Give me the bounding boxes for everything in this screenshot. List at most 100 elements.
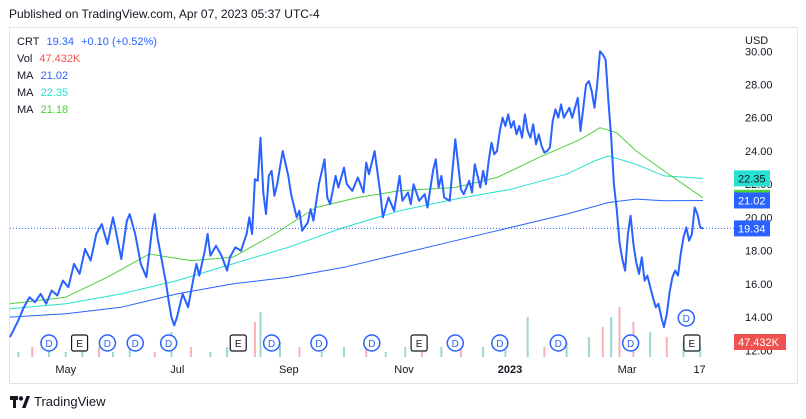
dividend-marker-label: D <box>165 339 172 350</box>
dividend-marker <box>40 334 58 352</box>
symbol-label[interactable]: CRT <box>17 36 40 48</box>
dividend-marker-label: D <box>683 314 690 325</box>
last-price: 19.34 <box>46 36 75 48</box>
axis-value-label: 21.02 <box>738 195 766 207</box>
axis-value-box <box>734 192 770 209</box>
volume-value-label: 47.432K <box>738 337 780 349</box>
dividend-marker-label: D <box>104 339 111 350</box>
dividend-marker <box>262 334 281 352</box>
earnings-marker <box>229 334 247 352</box>
earnings-marker <box>683 334 701 352</box>
volume-bar <box>47 347 50 357</box>
volume-bar <box>649 332 652 357</box>
volume-bar <box>440 347 443 357</box>
volume-bar <box>365 347 368 357</box>
axis-value-box <box>734 220 770 237</box>
y-tick-label: 28.00 <box>745 79 773 91</box>
dividend-marker <box>98 334 117 352</box>
volume-bar <box>111 352 114 357</box>
volume-bar <box>384 352 387 357</box>
legend-ma-row: MA 21.18 <box>17 102 161 119</box>
volume-bar <box>404 347 407 357</box>
axis-value-label: 19.34 <box>738 223 766 235</box>
volume-bar <box>31 347 34 357</box>
dividend-marker <box>446 334 465 352</box>
volume-bar <box>320 352 323 357</box>
volume-bar <box>601 327 604 357</box>
y-tick-label: 16.00 <box>745 279 773 291</box>
volume-bar <box>565 342 568 357</box>
dividend-marker-label: D <box>452 339 459 350</box>
volume-bar <box>543 347 546 357</box>
earnings-marker-label: E <box>416 339 423 350</box>
y-tick-label: 26.00 <box>745 113 773 125</box>
volume-bar <box>298 347 301 357</box>
legend-volume-row: Vol 47.432K <box>17 51 161 68</box>
x-tick-label: 17 <box>693 364 705 376</box>
price-change: +0.10 (+0.52%) <box>81 36 157 48</box>
dividend-marker-label: D <box>496 339 503 350</box>
volume-value: 47.432K <box>39 53 81 65</box>
volume-bar <box>253 322 256 357</box>
dividend-marker <box>363 334 381 352</box>
volume-bar <box>342 347 345 357</box>
dividend-marker <box>126 334 144 352</box>
earnings-marker <box>410 334 428 352</box>
legend-symbol-row: CRT 19.34 +0.10 (+0.52%) <box>17 34 161 51</box>
dividend-marker-label: D <box>268 339 275 350</box>
series-line-ma_long <box>9 198 704 318</box>
axis-value-label: 22.35 <box>738 173 766 185</box>
dividend-marker <box>310 334 328 352</box>
dividend-marker-label: D <box>315 339 322 350</box>
x-tick-label: May <box>55 364 76 376</box>
volume-bar <box>259 312 262 357</box>
y-tick-label: 30.00 <box>745 46 773 58</box>
volume-bar <box>226 347 229 357</box>
x-tick-label: 2023 <box>498 364 522 376</box>
ma-label: MA <box>17 70 34 82</box>
volume-bar <box>98 347 101 357</box>
earnings-marker <box>70 334 89 352</box>
chart-frame <box>9 27 798 384</box>
dividend-marker <box>621 334 640 352</box>
volume-bar <box>153 352 156 357</box>
legend-ma-row: MA 21.02 <box>17 68 161 85</box>
volume-bar <box>587 337 590 357</box>
y-tick-label: 24.00 <box>745 146 773 158</box>
volume-bar <box>278 342 281 357</box>
volume-bar <box>610 317 613 357</box>
footer-brand: TradingView <box>10 394 106 409</box>
volume-value-box <box>734 334 786 350</box>
volume-bar <box>526 317 529 357</box>
ma-value: 21.18 <box>40 104 69 116</box>
dividend-marker-label: D <box>368 339 375 350</box>
y-tick-label: 18.00 <box>745 246 773 258</box>
dividend-marker-label: D <box>627 339 634 350</box>
volume-bar <box>17 352 20 357</box>
series-line-price <box>9 50 704 338</box>
volume-bar <box>665 337 668 357</box>
x-tick-label: Jul <box>170 364 184 376</box>
x-tick-label: Mar <box>618 364 637 376</box>
legend-ma-row: MA 22.35 <box>17 85 161 102</box>
x-tick-label: Nov <box>394 364 414 376</box>
dividend-marker <box>677 309 696 327</box>
ma-label: MA <box>17 104 34 116</box>
earnings-marker-label: E <box>235 339 242 350</box>
volume-bar <box>189 347 192 357</box>
dividend-marker <box>491 334 509 352</box>
footer-brand-text: TradingView <box>34 394 106 409</box>
x-tick-label: Sep <box>279 364 299 376</box>
volume-bar <box>420 352 423 357</box>
ma-label: MA <box>17 87 34 99</box>
dividend-marker-label: D <box>132 339 139 350</box>
volume-bar <box>209 352 212 357</box>
earnings-marker-label: E <box>689 339 696 350</box>
volume-bar <box>618 307 621 357</box>
dividend-marker <box>549 334 568 352</box>
volume-bar <box>128 347 131 357</box>
earnings-marker-label: E <box>76 339 83 350</box>
volume-bar <box>699 347 702 357</box>
y-axis-currency: USD <box>745 35 768 47</box>
